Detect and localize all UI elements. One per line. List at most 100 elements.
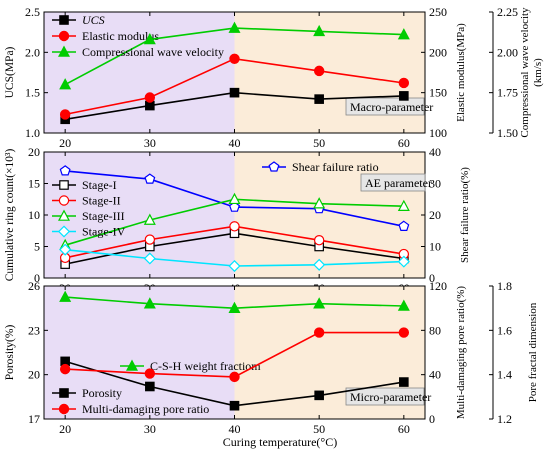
x-tick-label: 30	[144, 136, 156, 150]
data-point	[314, 94, 324, 104]
series-compressional-wave-velocity	[59, 21, 410, 90]
data-point	[313, 24, 326, 37]
y-axis-label-left: UCS(MPa)	[4, 46, 16, 98]
data-point	[59, 165, 71, 176]
y-axis-label-far-right: Compressional wave velocity	[519, 7, 531, 138]
data-point	[228, 21, 241, 33]
legend-marker	[57, 225, 71, 238]
data-point	[144, 368, 156, 379]
panel-2: 203040506005101520010203040Cumulative ri…	[4, 145, 471, 295]
data-point	[143, 252, 156, 265]
data-point	[59, 78, 72, 90]
data-point	[229, 400, 240, 411]
data-point	[397, 255, 410, 268]
y-tick-label-right: 20	[429, 208, 441, 222]
legend-marker	[58, 195, 70, 206]
legend-label: Porosity	[82, 386, 122, 400]
x-tick-label: 20	[59, 422, 71, 436]
annotation-text: AE parameter	[365, 176, 432, 190]
y-tick-label-left: 17	[28, 412, 40, 426]
data-point	[228, 301, 241, 313]
y-tick-label-right: 10	[429, 240, 441, 254]
series-elastic-modulus	[59, 53, 410, 120]
data-point	[313, 234, 325, 246]
annotation-box	[345, 387, 425, 406]
y-tick-label-left: 15	[28, 177, 40, 191]
data-point	[399, 91, 409, 101]
x-tick-label: 40	[229, 422, 241, 436]
x-axis-label: Curing temperature(°C)	[223, 435, 337, 449]
y-tick-label-left: 2.5	[25, 5, 40, 19]
y-axis-label-right: Shear failure ratio(%)	[459, 167, 471, 263]
y-tick-label-far-right: 1.50	[497, 126, 518, 140]
legend-entry: Stage-IV	[52, 225, 126, 239]
series-c-s-h-weight-fractiom	[59, 290, 410, 313]
y-axis-label-far-right: Pore fractal dimension	[527, 302, 539, 402]
data-point	[314, 390, 324, 401]
y-tick-label-far-right: 2.25	[497, 5, 518, 19]
y-tick-label-left: 20	[28, 368, 40, 382]
legend-label: Shear failure ratio	[292, 160, 379, 174]
y-tick-label-left: 1.5	[25, 86, 40, 100]
y-tick-label-left: 10	[28, 208, 40, 222]
data-point	[228, 259, 241, 273]
legend-label: Stage-I	[82, 178, 117, 192]
data-point	[229, 53, 240, 64]
legend-marker	[58, 403, 70, 415]
panel-3: 20 30 40 50 60 17 20 23 26 0 40 80 120 1.2 1.4 1.6 1.8 Po…	[4, 279, 539, 436]
data-point	[313, 197, 326, 209]
data-point	[399, 377, 409, 387]
legend-marker	[59, 15, 69, 25]
y-tick-label-right: 0	[429, 271, 435, 285]
x-tick-label: 30	[144, 422, 156, 436]
data-point	[143, 213, 156, 225]
data-point	[143, 297, 156, 309]
y-tick-label-far-right: 1.2	[497, 412, 512, 426]
data-point	[228, 201, 241, 212]
series-stage-ii	[59, 221, 410, 264]
data-point	[398, 327, 410, 338]
y-tick-label-right: 100	[429, 126, 447, 140]
legend-label: Stage-III	[82, 209, 125, 223]
legend-marker	[126, 359, 138, 371]
data-point	[143, 32, 156, 45]
data-point	[397, 299, 410, 311]
legend-label: UCS	[82, 13, 105, 27]
legend-marker	[268, 161, 280, 172]
annotation-text: Macro-parameter	[350, 100, 433, 114]
x-tick-label: 50	[313, 136, 325, 150]
x-tick-label: 20	[59, 136, 71, 150]
y-tick-label-far-right: 1.75	[497, 86, 518, 100]
legend-marker	[59, 388, 69, 398]
annotation-text: Micro-parameter	[350, 390, 431, 404]
y-tick-label-left: 0	[34, 271, 40, 285]
data-point	[59, 363, 71, 375]
data-point	[398, 77, 410, 89]
annotation-box	[345, 97, 425, 116]
data-point	[397, 199, 410, 211]
y-axis-label-right: Multi-damaging pore ratio(%)	[455, 286, 467, 420]
y-axis-label-left: Porosity(%)	[4, 325, 16, 381]
panel-1: 20 30 40 50 60 1.0 1.5 2.0 2.5 100 150 200 250 1.50 1.…	[4, 5, 544, 150]
y-tick-label-right: 250	[429, 5, 447, 19]
data-point	[144, 234, 156, 245]
y-tick-label-right: 40	[429, 145, 441, 159]
y-tick-label-far-right: 2.00	[497, 45, 518, 59]
annotation-box	[360, 173, 426, 192]
data-point	[229, 221, 240, 232]
data-point	[144, 92, 156, 103]
y-tick-label-right: 120	[429, 279, 447, 293]
y-tick-label-left: 1.0	[25, 126, 40, 140]
legend-entry: Compressional wave velocity	[52, 45, 224, 59]
legend-label: Stage-II	[82, 194, 121, 208]
data-point	[313, 65, 325, 77]
data-point	[398, 220, 410, 231]
y-tick-label-right: 150	[429, 86, 447, 100]
data-point	[59, 109, 71, 120]
legend-marker	[59, 180, 69, 190]
y-tick-label-left: 2.0	[25, 45, 40, 59]
x-tick-label: 50	[313, 422, 325, 436]
legend-entry: Multi-damaging pore ratio	[52, 402, 209, 416]
region-left	[44, 286, 235, 419]
